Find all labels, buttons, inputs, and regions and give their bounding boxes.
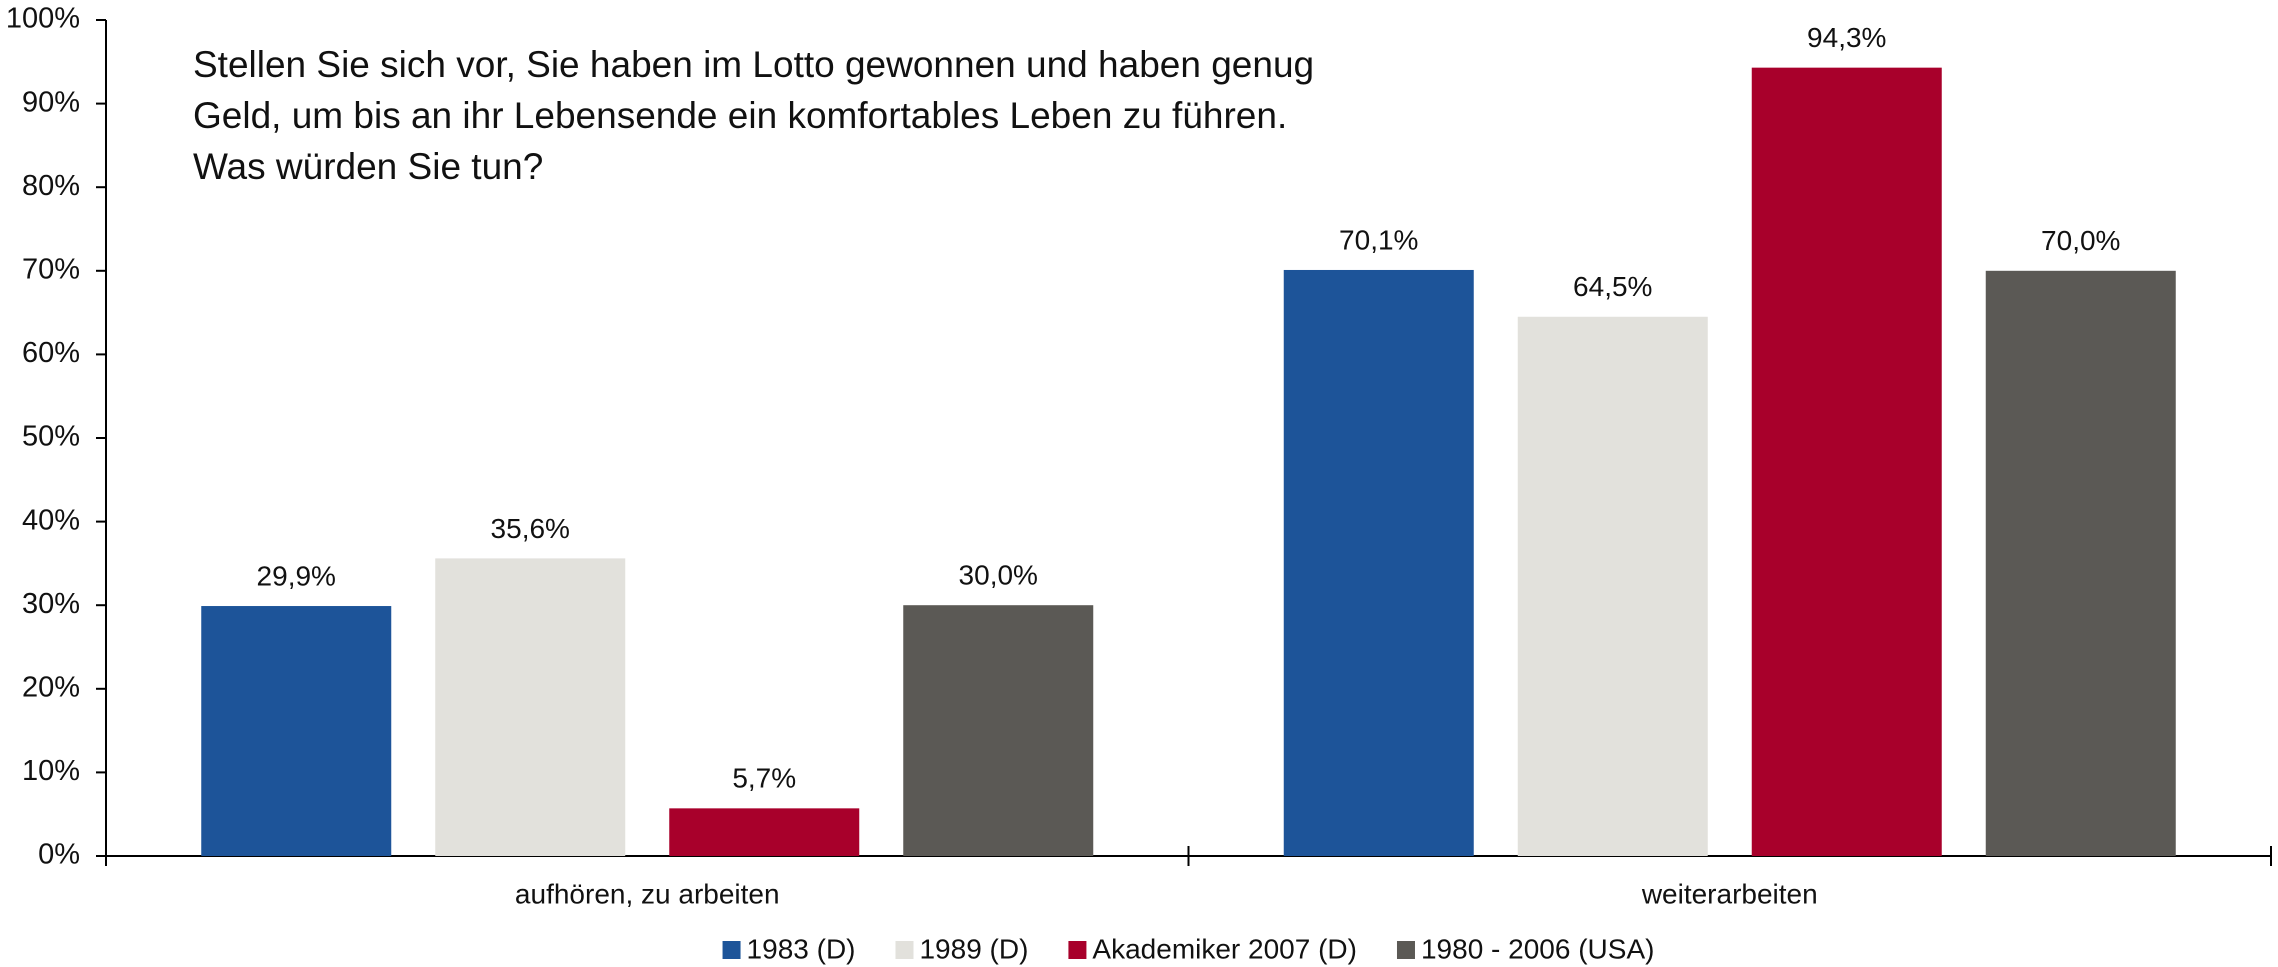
value-label: 35,6% (491, 513, 570, 544)
value-label: 29,9% (257, 560, 336, 591)
legend-label: 1980 - 2006 (USA) (1421, 933, 1654, 964)
y-tick-label: 40% (22, 504, 80, 536)
y-tick-label: 0% (38, 839, 80, 871)
value-label: 64,5% (1573, 271, 1652, 302)
y-tick-label: 90% (22, 86, 80, 118)
legend-label: 1989 (D) (919, 933, 1028, 964)
bar (1985, 270, 2176, 856)
bar (1517, 316, 1708, 856)
y-tick-label: 100% (6, 3, 80, 35)
y-tick-label: 10% (22, 755, 80, 787)
legend-swatch (895, 941, 914, 959)
annotation: Was würden Sie tun? (193, 146, 543, 187)
value-label: 30,0% (959, 560, 1038, 591)
x-tick-label: weiterarbeiten (1641, 878, 1818, 909)
y-tick-label: 70% (22, 253, 80, 285)
y-tick-label: 60% (22, 337, 80, 369)
bar (903, 605, 1094, 856)
value-label: 5,7% (732, 763, 796, 794)
bar (1751, 67, 1942, 857)
annotation: Geld, um bis an ihr Lebensende ein komfo… (193, 95, 1287, 136)
legend-label: Akademiker 2007 (D) (1092, 933, 1357, 964)
x-tick-label: aufhören, zu arbeiten (515, 878, 780, 909)
value-label: 70,1% (1339, 224, 1418, 255)
legend-swatch (722, 941, 741, 959)
bar (669, 808, 860, 856)
y-tick-label: 50% (22, 421, 80, 453)
annotation: Stellen Sie sich vor, Sie haben im Lotto… (193, 44, 1314, 85)
value-label: 70,0% (2041, 225, 2120, 256)
y-tick-label: 20% (22, 671, 80, 703)
value-label: 94,3% (1807, 22, 1886, 53)
bar (1283, 269, 1474, 856)
bar (201, 606, 392, 856)
y-tick-label: 30% (22, 588, 80, 620)
bar (435, 558, 626, 856)
y-tick-label: 80% (22, 170, 80, 202)
legend-swatch (1068, 941, 1087, 959)
legend-label: 1983 (D) (747, 933, 856, 964)
legend-swatch (1396, 941, 1415, 959)
